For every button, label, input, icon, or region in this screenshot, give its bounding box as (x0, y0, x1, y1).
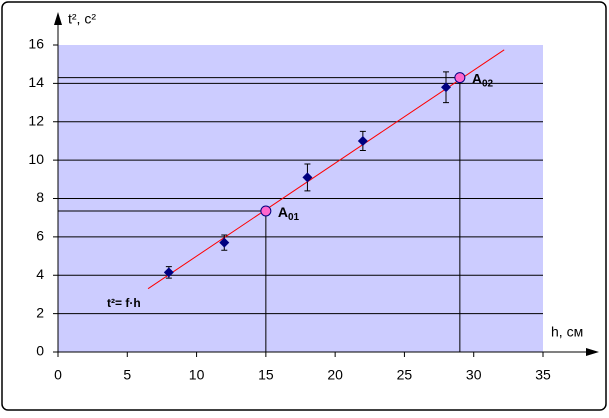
point-label: A02 (472, 70, 494, 89)
x-tick-label: 5 (123, 367, 131, 383)
y-axis-arrow (54, 12, 62, 25)
special-point (260, 205, 272, 217)
y-tick-label: 8 (36, 189, 44, 205)
y-tick-label: 16 (28, 36, 44, 52)
x-axis-arrow (586, 348, 599, 356)
x-tick-label: 25 (397, 367, 413, 383)
x-tick-label: 20 (327, 367, 343, 383)
y-axis-label: t², с² (68, 11, 96, 27)
data-point (302, 172, 313, 183)
y-tick-label: 2 (36, 304, 44, 320)
x-tick-label: 30 (466, 367, 482, 383)
y-tick-label: 14 (28, 74, 44, 90)
point-label-sub: 01 (288, 212, 300, 223)
y-tick-label: 6 (36, 228, 44, 244)
y-tick-label: 4 (36, 266, 44, 282)
point-label-letter: A (472, 70, 482, 86)
data-point (441, 82, 451, 93)
x-axis-label: h, см (551, 324, 583, 340)
data-point (219, 237, 230, 248)
point-label: A01 (278, 204, 300, 223)
point-label-letter: A (278, 204, 288, 220)
y-tick-label: 10 (28, 151, 44, 167)
y-tick-label: 0 (36, 343, 44, 359)
x-tick-label: 0 (54, 367, 62, 383)
data-point (163, 267, 174, 278)
data-point (357, 135, 368, 146)
point-label-sub: 02 (482, 78, 494, 89)
x-tick-label: 35 (535, 367, 551, 383)
formula: t²= f·h (107, 296, 141, 310)
y-tick-label: 12 (28, 112, 44, 128)
x-tick-label: 10 (189, 367, 205, 383)
special-point (454, 72, 466, 84)
x-tick-label: 15 (258, 367, 274, 383)
